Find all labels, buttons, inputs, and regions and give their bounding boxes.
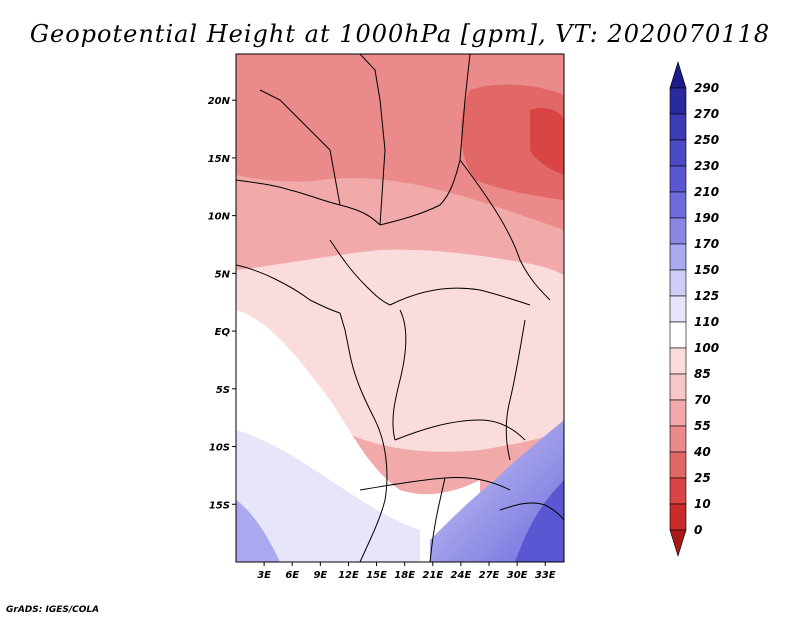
colorbar-swatch <box>669 269 687 297</box>
field-sw-high <box>236 500 280 562</box>
colorbar-swatch <box>669 87 687 115</box>
x-tick-label: 9E <box>313 570 327 581</box>
border-sudan <box>459 159 551 301</box>
border-car <box>389 287 531 306</box>
map-field <box>236 54 564 562</box>
x-tick-label: 24E <box>451 570 472 581</box>
x-tick-label: 18E <box>394 570 415 581</box>
colorbar-label: 40 <box>693 445 711 459</box>
y-axis: 20N 15N 10N 5N EQ 5S 10S 15S <box>208 96 236 511</box>
y-tick-label: 5S <box>216 385 230 396</box>
colorbar-label: 270 <box>694 107 719 121</box>
border-chad-w <box>359 54 386 226</box>
border-congo <box>392 309 407 441</box>
y-tick-label: 15S <box>209 500 230 511</box>
country-borders <box>236 54 564 562</box>
colorbar-swatch <box>669 139 687 167</box>
colorbar-swatch <box>669 217 687 245</box>
colorbar-label: 170 <box>694 237 719 251</box>
border-drc-s <box>394 419 526 441</box>
colorbar-label: 190 <box>694 211 719 225</box>
colorbar-label: 70 <box>694 393 711 407</box>
field-south-light <box>236 430 420 562</box>
x-tick-label: 30E <box>507 570 528 581</box>
colorbar-label: 100 <box>694 341 719 355</box>
border-namibia <box>429 477 446 562</box>
grads-credit: GrADS: IGES/COLA <box>6 605 99 615</box>
colorbar-label: 110 <box>694 315 719 329</box>
colorbar-swatch <box>669 295 687 323</box>
colorbar-label: 0 <box>694 523 702 537</box>
y-tick-label: 5N <box>215 269 231 280</box>
colorbar-swatch <box>669 347 687 375</box>
border-cameroon <box>329 239 391 306</box>
x-tick-label: 3E <box>257 570 271 581</box>
colorbar-swatch <box>669 321 687 349</box>
border-sahel <box>236 179 381 226</box>
colorbar-bottom-triangle <box>669 529 687 558</box>
chart-title: Geopotential Height at 1000hPa [gpm], VT… <box>30 20 770 48</box>
colorbar-swatch <box>669 477 687 505</box>
colorbar-swatch <box>669 373 687 401</box>
y-tick-label: 10S <box>209 443 230 454</box>
border-zambia <box>499 502 564 521</box>
y-tick-label: 10N <box>208 212 231 223</box>
map-frame <box>235 53 565 563</box>
colorbar-label: 85 <box>694 367 711 381</box>
x-tick-label: 15E <box>366 570 387 581</box>
colorbar-top-triangle <box>669 60 687 89</box>
colorbar-swatch <box>669 165 687 193</box>
colorbar-label: 10 <box>694 497 711 511</box>
colorbar-label: 125 <box>694 289 719 303</box>
border-rift <box>505 319 526 461</box>
x-axis: 3E 6E 9E 12E 15E 18E 21E 24E 27E 30E 33E <box>257 562 556 581</box>
colorbar-swatch <box>669 451 687 479</box>
colorbar-swatch <box>669 425 687 453</box>
colorbar: 2902702502302101901701501251101008570554… <box>669 60 719 558</box>
colorbar-swatch <box>669 399 687 427</box>
field-ne-core <box>530 108 564 175</box>
colorbar-label: 290 <box>694 81 719 95</box>
border-coast-west <box>339 312 388 562</box>
x-tick-label: 6E <box>285 570 299 581</box>
y-tick-label: 20N <box>208 96 231 107</box>
colorbar-label: 25 <box>694 471 711 485</box>
y-tick-label: 15N <box>208 154 231 165</box>
colorbar-swatch <box>669 113 687 141</box>
x-tick-label: 27E <box>479 570 500 581</box>
field-se-core <box>515 480 564 562</box>
border-coast-guinea <box>236 264 341 314</box>
colorbar-label: 150 <box>694 263 719 277</box>
colorbar-label: 250 <box>694 133 719 147</box>
x-tick-label: 33E <box>535 570 556 581</box>
y-tick-label: EQ <box>215 327 231 338</box>
colorbar-swatch <box>669 243 687 271</box>
colorbar-label: 210 <box>694 185 719 199</box>
x-tick-label: 12E <box>338 570 359 581</box>
colorbar-label: 230 <box>694 159 719 173</box>
x-tick-label: 21E <box>422 570 443 581</box>
colorbar-swatch <box>669 503 687 531</box>
border-chad-e <box>379 54 471 226</box>
border-niger <box>259 89 341 206</box>
colorbar-swatch <box>669 191 687 219</box>
colorbar-label: 55 <box>694 419 711 433</box>
